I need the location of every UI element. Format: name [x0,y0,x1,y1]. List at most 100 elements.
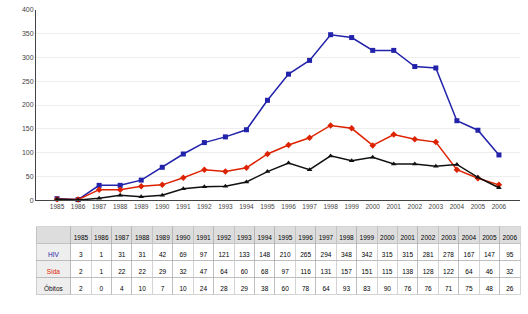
svg-text:76: 76 [424,285,432,292]
svg-text:1985: 1985 [74,234,89,241]
svg-text:76: 76 [404,285,412,292]
svg-text:2001: 2001 [387,203,402,210]
svg-text:2: 2 [79,285,83,292]
svg-text:300: 300 [22,54,34,61]
svg-text:31: 31 [118,251,126,258]
svg-text:29: 29 [159,268,167,275]
svg-text:75: 75 [465,285,473,292]
svg-text:3: 3 [79,251,83,258]
svg-text:350: 350 [22,30,34,37]
svg-text:1996: 1996 [298,234,313,241]
svg-text:250: 250 [22,78,34,85]
svg-text:71: 71 [445,285,453,292]
svg-text:157: 157 [341,268,352,275]
svg-text:2002: 2002 [421,234,436,241]
svg-text:1986: 1986 [71,203,86,210]
svg-text:1998: 1998 [323,203,338,210]
svg-text:167: 167 [464,251,475,258]
svg-text:122: 122 [443,268,454,275]
svg-text:28: 28 [220,285,228,292]
svg-text:60: 60 [282,285,290,292]
svg-text:97: 97 [282,268,290,275]
svg-text:138: 138 [402,268,413,275]
svg-text:1995: 1995 [278,234,293,241]
svg-text:121: 121 [218,251,229,258]
svg-text:31: 31 [139,251,147,258]
svg-text:1989: 1989 [134,203,149,210]
svg-text:64: 64 [220,268,228,275]
svg-text:148: 148 [259,251,270,258]
svg-text:1987: 1987 [92,203,107,210]
svg-text:47: 47 [200,268,208,275]
svg-text:Óbitos: Óbitos [44,284,64,292]
svg-text:348: 348 [341,251,352,258]
svg-text:210: 210 [280,251,291,258]
svg-text:90: 90 [384,285,392,292]
svg-text:2006: 2006 [492,203,507,210]
svg-text:2003: 2003 [429,203,444,210]
svg-text:95: 95 [506,251,514,258]
svg-text:93: 93 [343,285,351,292]
svg-text:10: 10 [179,285,187,292]
svg-text:1988: 1988 [135,234,150,241]
svg-text:32: 32 [179,268,187,275]
svg-text:69: 69 [179,251,187,258]
svg-text:29: 29 [241,285,249,292]
svg-text:1997: 1997 [319,234,334,241]
svg-text:64: 64 [465,268,473,275]
svg-text:1990: 1990 [176,234,191,241]
svg-text:1: 1 [100,251,104,258]
svg-text:342: 342 [361,251,372,258]
svg-text:HIV: HIV [48,251,60,258]
svg-text:2000: 2000 [380,234,395,241]
svg-text:22: 22 [139,268,147,275]
svg-text:1988: 1988 [113,203,128,210]
svg-text:Sida: Sida [47,268,60,275]
svg-text:38: 38 [261,285,269,292]
svg-text:1996: 1996 [281,203,296,210]
svg-text:1987: 1987 [115,234,130,241]
svg-text:2003: 2003 [441,234,456,241]
svg-text:1999: 1999 [344,203,359,210]
svg-text:315: 315 [402,251,413,258]
svg-text:4: 4 [120,285,124,292]
svg-text:2005: 2005 [482,234,497,241]
svg-text:7: 7 [161,285,165,292]
svg-text:147: 147 [484,251,495,258]
svg-text:2004: 2004 [462,234,477,241]
svg-text:1994: 1994 [239,203,254,210]
svg-text:400: 400 [22,6,34,13]
svg-text:50: 50 [26,173,34,180]
svg-text:1995: 1995 [260,203,275,210]
svg-text:26: 26 [506,285,514,292]
svg-text:200: 200 [22,101,34,108]
svg-text:2004: 2004 [450,203,465,210]
svg-text:1986: 1986 [94,234,109,241]
svg-text:24: 24 [200,285,208,292]
svg-text:0: 0 [30,197,34,204]
svg-text:100: 100 [22,149,34,156]
svg-text:64: 64 [322,285,330,292]
svg-text:115: 115 [382,268,393,275]
svg-text:131: 131 [321,268,332,275]
svg-text:1: 1 [100,268,104,275]
svg-text:1992: 1992 [197,203,212,210]
svg-text:2005: 2005 [471,203,486,210]
svg-text:2002: 2002 [408,203,423,210]
svg-text:2000: 2000 [365,203,380,210]
svg-text:1993: 1993 [218,203,233,210]
svg-text:1994: 1994 [257,234,272,241]
svg-text:1997: 1997 [302,203,317,210]
svg-text:60: 60 [241,268,249,275]
svg-text:1991: 1991 [196,234,211,241]
svg-text:1989: 1989 [155,234,170,241]
svg-text:116: 116 [300,268,311,275]
svg-text:97: 97 [200,251,208,258]
svg-text:83: 83 [363,285,371,292]
svg-text:1992: 1992 [217,234,232,241]
svg-text:1993: 1993 [237,234,252,241]
svg-text:1999: 1999 [360,234,375,241]
svg-text:315: 315 [382,251,393,258]
svg-text:22: 22 [118,268,126,275]
svg-text:128: 128 [423,268,434,275]
